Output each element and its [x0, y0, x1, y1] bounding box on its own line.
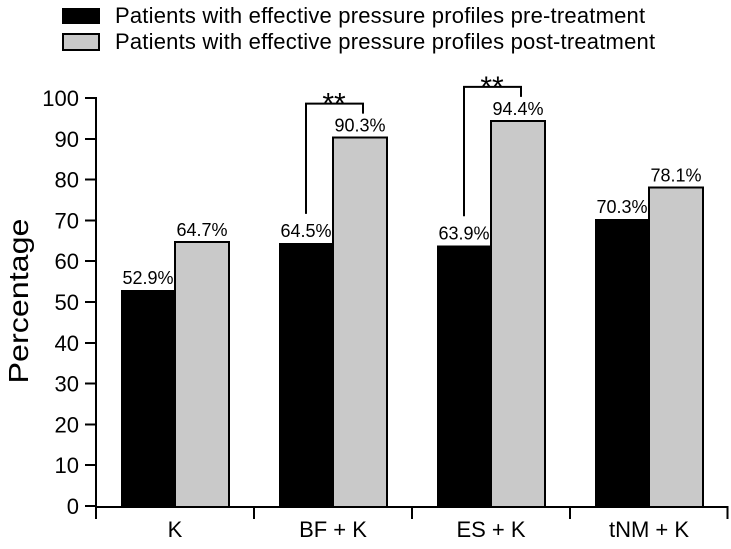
y-tick-label-40: 40 — [55, 331, 79, 356]
value-label-post-treatment-2: 94.4% — [492, 99, 543, 119]
x-category-label-3: tNM + K — [609, 517, 689, 542]
legend-item-pre-treatment: Patients with effective pressure profile… — [62, 3, 655, 29]
x-category-label-1: BF + K — [299, 517, 367, 542]
legend-item-post-treatment: Patients with effective pressure profile… — [62, 29, 655, 55]
bar-pre-treatment-2 — [437, 245, 491, 507]
y-tick-label-50: 50 — [55, 290, 79, 315]
value-label-post-treatment-3: 78.1% — [650, 165, 701, 185]
x-category-label-2: ES + K — [456, 517, 525, 542]
legend-swatch-post-treatment — [62, 33, 100, 51]
bar-pre-treatment-3 — [595, 219, 649, 507]
y-tick-label-30: 30 — [55, 372, 79, 397]
significance-bracket-2 — [463, 85, 522, 217]
value-label-pre-treatment-1: 64.5% — [280, 221, 331, 241]
legend-swatch-pre-treatment — [62, 8, 100, 24]
significance-marker-2: ** — [480, 71, 504, 104]
y-tick-label-100: 100 — [42, 86, 79, 111]
y-tick-label-0: 0 — [67, 494, 79, 519]
bar-post-treatment-1 — [332, 136, 388, 509]
bar-pre-treatment-0 — [121, 290, 175, 507]
value-label-post-treatment-0: 64.7% — [176, 220, 227, 240]
y-tick-label-60: 60 — [55, 249, 79, 274]
value-label-pre-treatment-0: 52.9% — [122, 268, 173, 288]
y-tick-label-80: 80 — [55, 168, 79, 193]
legend-label-pre-treatment: Patients with effective pressure profile… — [115, 3, 646, 28]
y-tick-label-90: 90 — [55, 127, 79, 152]
bar-post-treatment-3 — [648, 186, 704, 509]
bar-pre-treatment-1 — [279, 242, 333, 507]
value-label-post-treatment-1: 90.3% — [334, 116, 385, 136]
value-label-pre-treatment-3: 70.3% — [596, 197, 647, 217]
legend: Patients with effective pressure profile… — [62, 3, 655, 55]
legend-label-post-treatment: Patients with effective pressure profile… — [115, 29, 656, 54]
significance-bracket-1 — [305, 102, 364, 214]
value-label-pre-treatment-2: 63.9% — [438, 223, 489, 243]
significance-marker-1: ** — [322, 88, 346, 121]
x-category-label-0: K — [168, 517, 183, 542]
y-tick-label-70: 70 — [55, 208, 79, 233]
y-tick-label-20: 20 — [55, 412, 79, 437]
y-tick-label-10: 10 — [55, 453, 79, 478]
bar-post-treatment-2 — [490, 119, 546, 509]
y-axis-title: Percentage — [3, 219, 34, 384]
bar-post-treatment-0 — [174, 241, 230, 509]
